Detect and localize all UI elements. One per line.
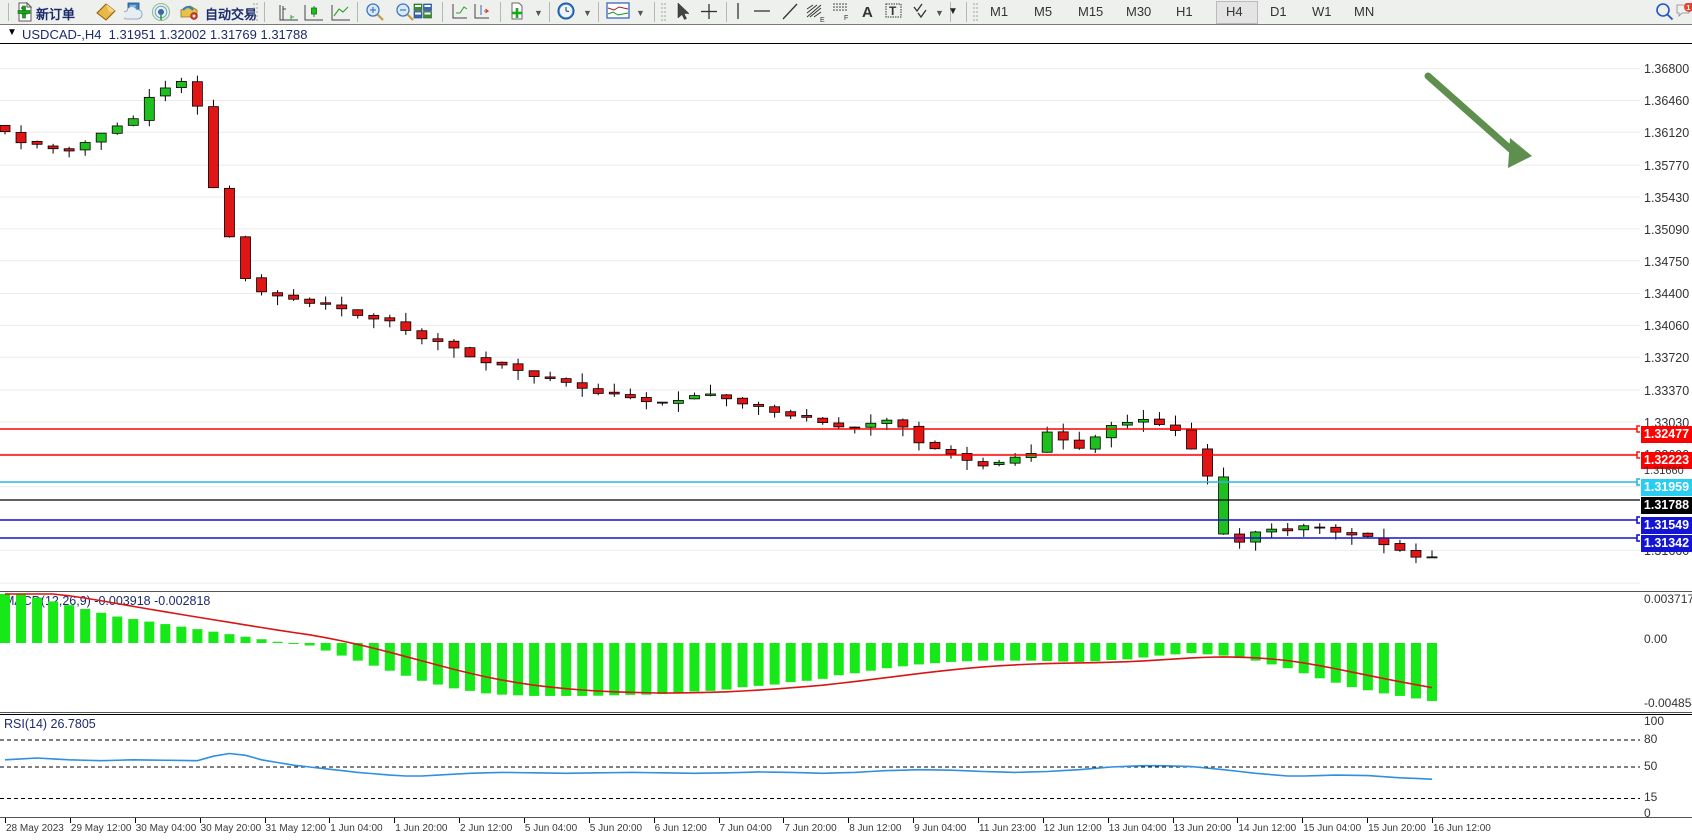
svg-text:A: A bbox=[862, 4, 873, 21]
svg-text:1: 1 bbox=[1686, 3, 1690, 12]
svg-text:T: T bbox=[889, 4, 897, 18]
svg-text:E: E bbox=[820, 17, 825, 23]
svg-text:F: F bbox=[844, 15, 848, 22]
